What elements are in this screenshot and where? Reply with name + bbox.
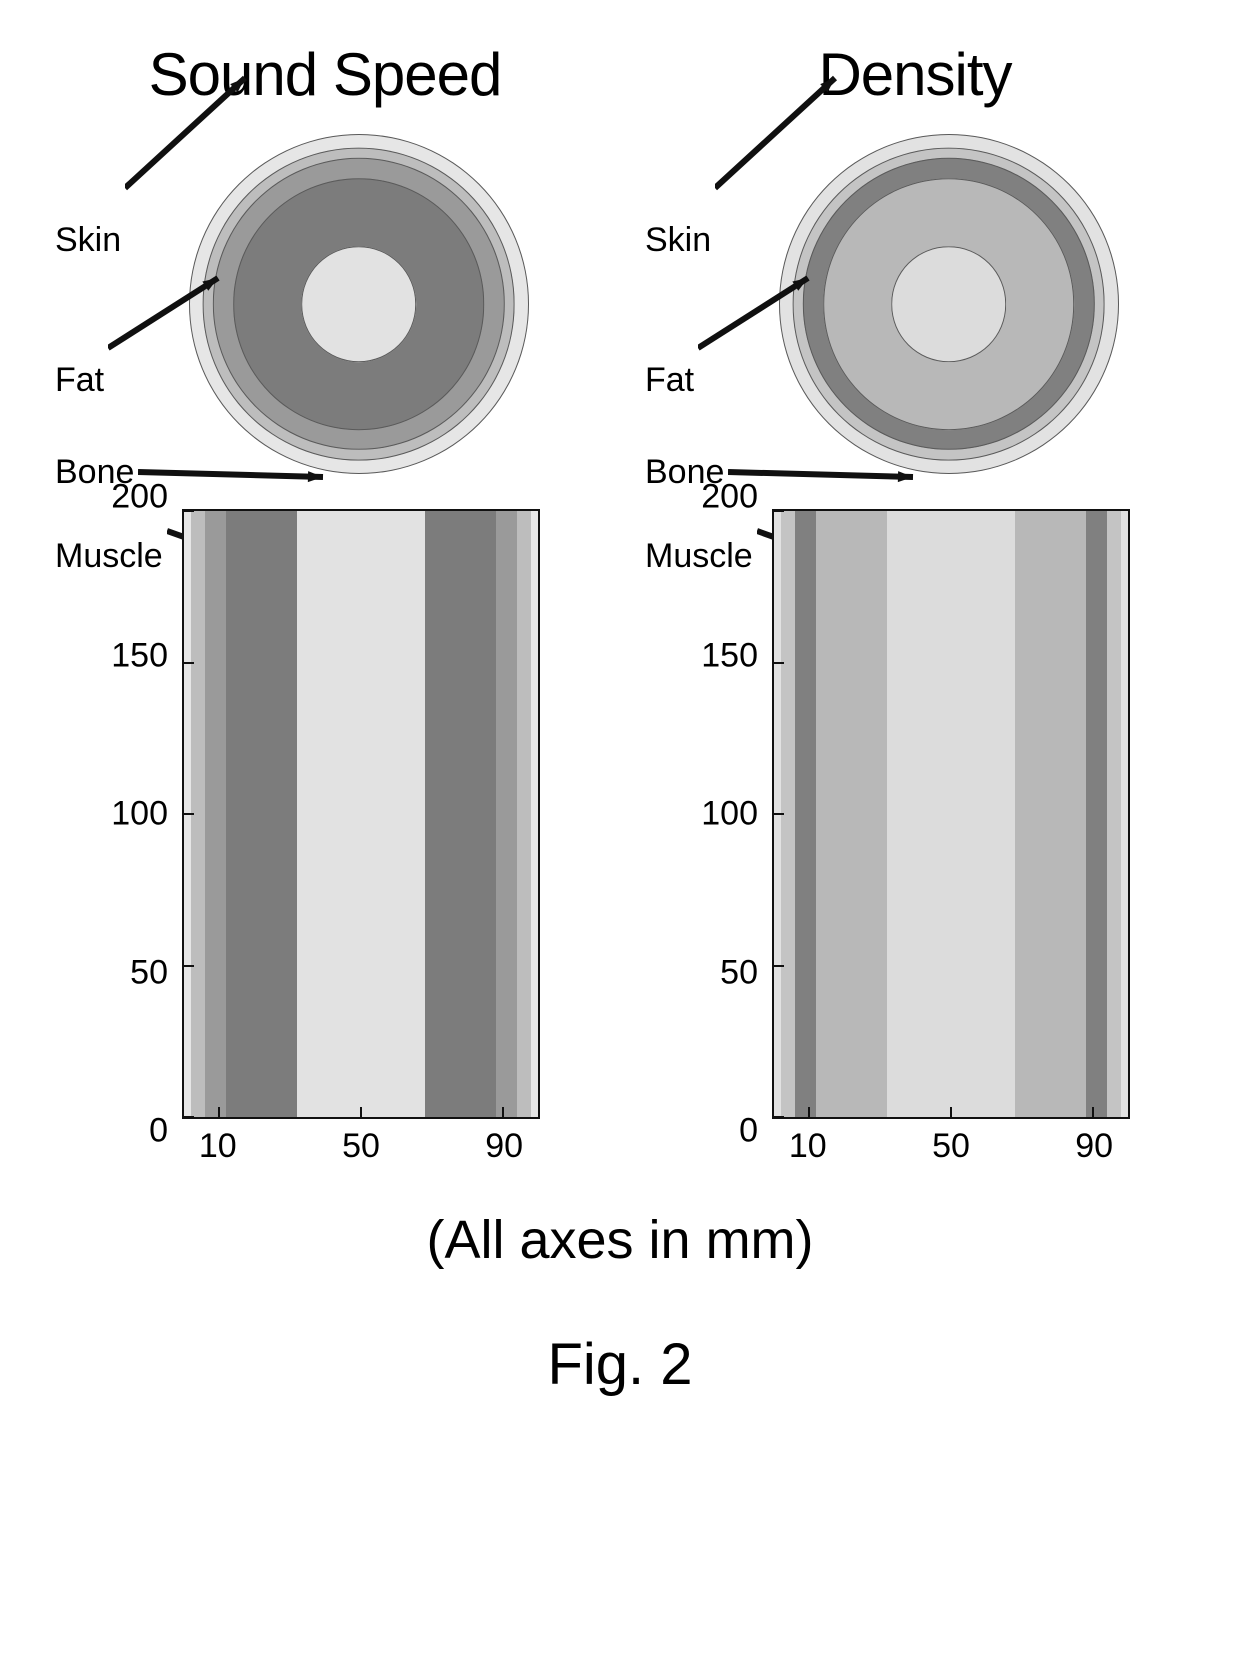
x-tick-mark bbox=[808, 1107, 810, 1117]
band-skin bbox=[1107, 511, 1121, 1117]
arrow-icon bbox=[108, 268, 228, 428]
panel-row: Sound Speed SkinFatBoneMuscle 0501001502… bbox=[0, 40, 1240, 1169]
band-muscle bbox=[226, 511, 297, 1117]
y-tick-label: 100 bbox=[690, 795, 758, 834]
y-tick-label: 150 bbox=[100, 636, 168, 675]
y-tick-mark bbox=[774, 965, 784, 967]
band-muscle bbox=[816, 511, 887, 1117]
y-tick-mark bbox=[774, 813, 784, 815]
x-tick-label: 10 bbox=[199, 1127, 237, 1166]
band-water bbox=[1121, 511, 1128, 1117]
y-tick-label: 50 bbox=[690, 953, 758, 992]
circle-diagram-sound-speed: SkinFatBoneMuscle bbox=[115, 119, 535, 489]
y-tick-mark bbox=[184, 813, 194, 815]
band-muscle bbox=[1015, 511, 1086, 1117]
band-fat bbox=[795, 511, 816, 1117]
y-tick-mark bbox=[774, 510, 784, 512]
band-fat bbox=[1086, 511, 1107, 1117]
y-tick-mark bbox=[184, 1116, 194, 1118]
x-tick-mark bbox=[218, 1107, 220, 1117]
figure-label: Fig. 2 bbox=[0, 1331, 1240, 1398]
y-tick-label: 200 bbox=[690, 478, 758, 517]
y-tick-mark bbox=[774, 662, 784, 664]
x-tick-label: 90 bbox=[1075, 1127, 1113, 1166]
circle-diagram-density: SkinFatBoneMuscle bbox=[705, 119, 1125, 489]
band-bone bbox=[887, 511, 1014, 1117]
y-tick-label: 50 bbox=[100, 953, 168, 992]
y-tick-mark bbox=[774, 1116, 784, 1118]
panel-density: Density SkinFatBoneMuscle 050100150200 1… bbox=[665, 40, 1165, 1169]
section-plot-sound-speed: 050100150200 105090 bbox=[110, 509, 540, 1169]
layer-label-text: Skin bbox=[645, 222, 711, 259]
x-tick-label: 10 bbox=[789, 1127, 827, 1166]
x-tick-label: 50 bbox=[932, 1127, 970, 1166]
y-tick-label: 200 bbox=[100, 478, 168, 517]
y-tick-label: 0 bbox=[100, 1112, 168, 1151]
panel-sound-speed: Sound Speed SkinFatBoneMuscle 0501001502… bbox=[75, 40, 575, 1169]
figure-page: Sound Speed SkinFatBoneMuscle 0501001502… bbox=[0, 0, 1240, 1654]
y-tick-mark bbox=[184, 510, 194, 512]
x-tick-label: 90 bbox=[485, 1127, 523, 1166]
section-plot-density: 050100150200 105090 bbox=[700, 509, 1130, 1169]
y-tick-label: 100 bbox=[100, 795, 168, 834]
layer-label-text: Fat bbox=[645, 362, 694, 399]
x-tick-mark bbox=[502, 1107, 504, 1117]
y-tick-mark bbox=[184, 965, 194, 967]
y-tick-label: 150 bbox=[690, 636, 758, 675]
layer-label-fat: Fat bbox=[55, 334, 333, 428]
band-skin bbox=[517, 511, 531, 1117]
arrow-icon bbox=[698, 268, 818, 428]
y-tick-mark bbox=[184, 662, 194, 664]
band-fat bbox=[496, 511, 517, 1117]
x-tick-mark bbox=[360, 1107, 362, 1117]
band-water bbox=[531, 511, 538, 1117]
layer-label-fat: Fat bbox=[645, 334, 923, 428]
axes-caption: (All axes in mm) bbox=[0, 1209, 1240, 1271]
x-tick-label: 50 bbox=[342, 1127, 380, 1166]
band-fat bbox=[205, 511, 226, 1117]
band-bone bbox=[297, 511, 424, 1117]
layer-label-text: Fat bbox=[55, 362, 104, 399]
y-tick-label: 0 bbox=[690, 1112, 758, 1151]
x-tick-mark bbox=[1092, 1107, 1094, 1117]
x-tick-mark bbox=[950, 1107, 952, 1117]
layer-label-text: Skin bbox=[55, 222, 121, 259]
band-muscle bbox=[425, 511, 496, 1117]
